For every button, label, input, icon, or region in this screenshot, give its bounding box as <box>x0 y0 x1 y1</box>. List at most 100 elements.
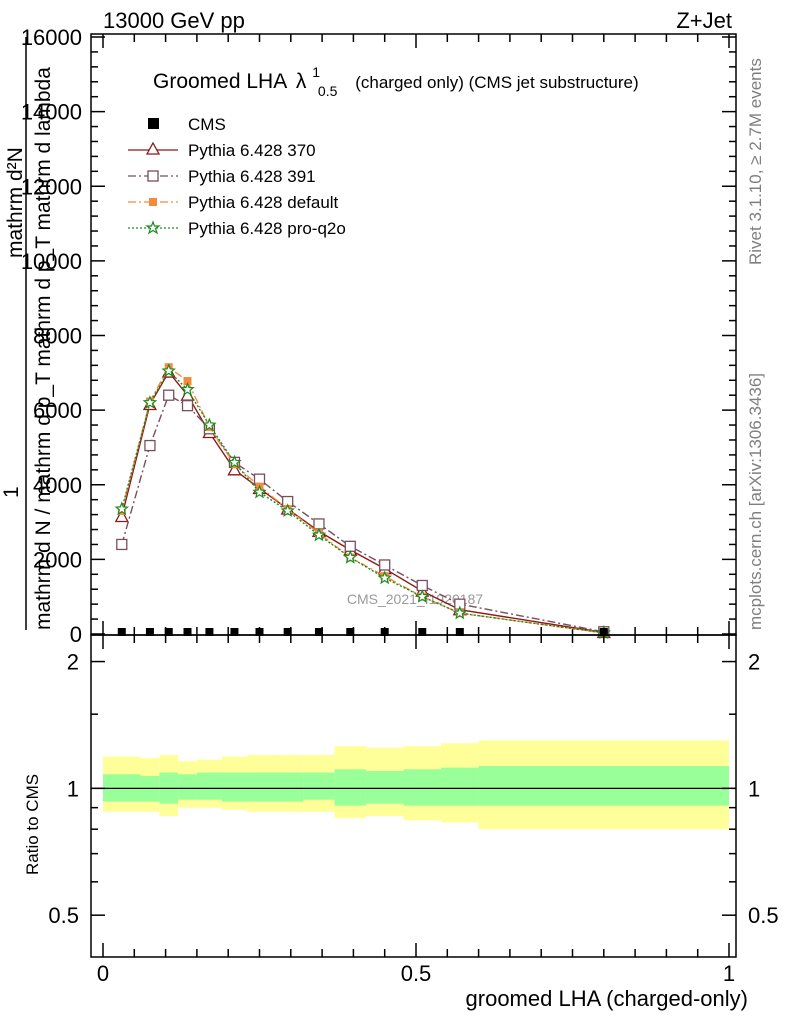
title-sub: 0.5 <box>318 83 338 99</box>
series-point-1 <box>344 540 356 552</box>
legend-marker-cms <box>148 118 159 129</box>
main-ylabel-top: mathrm d²N <box>4 147 27 258</box>
cms-point <box>314 628 323 636</box>
ratio-ytick-label: 0.5 <box>48 903 79 928</box>
series-point-1 <box>116 538 128 551</box>
legend: CMS Pythia 6.428 370 Pythia 6.428 391 Py… <box>128 115 346 238</box>
legend-marker-proq2o <box>145 220 161 235</box>
cms-data-points <box>117 628 608 636</box>
ratio-frame <box>90 634 737 958</box>
plot-title: Groomed LHA λ 1 0.5 (charged only) (CMS … <box>153 59 639 101</box>
series-point-3 <box>202 417 217 432</box>
series-point-2 <box>183 377 192 386</box>
ratio-y-ticks: 0.5 0.5 1 1 2 2 <box>48 650 778 929</box>
ratio-band-inner <box>334 769 366 806</box>
series-point-3 <box>343 549 358 564</box>
ratio-band-inner <box>221 772 247 802</box>
title-sup: 1 <box>312 64 320 80</box>
cms-point <box>283 628 292 636</box>
series-point-1 <box>313 518 325 530</box>
main-ytick-label: 0 <box>70 622 82 647</box>
series-point-1 <box>379 559 391 571</box>
ratio-band-inner <box>246 772 273 802</box>
header-right: Z+Jet <box>676 8 732 33</box>
ratio-band-inner <box>478 766 729 806</box>
cms-point <box>183 628 192 636</box>
ratio-band-inner <box>178 774 197 800</box>
main-ytick-label: 12000 <box>21 174 82 199</box>
series-point-1 <box>144 439 156 452</box>
series-point-3 <box>311 527 327 542</box>
ratio-ylabel: Ratio to CMS <box>23 774 42 875</box>
main-ytick-label: 2000 <box>33 547 82 572</box>
series-point-3 <box>227 454 242 469</box>
cms-point <box>418 628 427 636</box>
main-ytick-label: 14000 <box>21 100 82 125</box>
main-ylabel-bottom-1: 1 <box>0 486 23 498</box>
cms-point <box>255 628 264 636</box>
legend-marker-default <box>149 198 157 206</box>
legend-label-370: Pythia 6.428 370 <box>188 141 316 160</box>
main-panel: Groomed LHA λ 1 0.5 (charged only) (CMS … <box>0 25 737 647</box>
series-point-3 <box>415 589 430 603</box>
cms-point <box>455 628 464 636</box>
title-rest: (charged only) (CMS jet substructure) <box>355 73 638 92</box>
xtick-label: 0 <box>97 961 109 986</box>
mcplots-note: mcplots.cern.ch [arXiv:1306.3436] <box>746 373 765 630</box>
ratio-panel: 0.5 0.51 12 2 0 0.5 1 Ratio to CMS groomed LH… <box>23 634 779 1011</box>
main-ytick-label: 10000 <box>21 249 82 274</box>
legend-label-cms: CMS <box>188 115 226 134</box>
series-point-0 <box>114 509 129 523</box>
series-point-3 <box>452 605 468 620</box>
series-point-3 <box>377 570 392 585</box>
legend-label-default: Pythia 6.428 default <box>188 193 339 212</box>
legend-label-391: Pythia 6.428 391 <box>188 167 316 186</box>
ratio-x-ticks: 0 0.5 1 <box>97 635 735 986</box>
series-point-3 <box>180 381 195 396</box>
xlabel: groomed LHA (charged-only) <box>466 986 748 1011</box>
title-main: Groomed LHA <box>153 70 287 93</box>
ratio-ytick-label: 1 <box>67 776 79 801</box>
ratio-band-inner <box>196 772 222 800</box>
series-point-3 <box>280 503 295 518</box>
main-y-ticks: 0 2000 4000 6000 8000 10000 12000 14000 16000 <box>21 25 736 647</box>
legend-label-proq2o: Pythia 6.428 pro-q2o <box>188 219 346 238</box>
ratio-band-inner <box>441 767 479 806</box>
ratio-ytick-label-right: 1 <box>748 776 760 801</box>
cms-point <box>205 628 214 636</box>
cms-point <box>117 628 126 636</box>
series-point-0 <box>227 462 242 476</box>
header-left: 13000 GeV pp <box>103 8 245 33</box>
series-point-1 <box>181 399 194 412</box>
series-point-1 <box>416 579 428 592</box>
cms-point <box>380 628 389 636</box>
ratio-band-inner <box>403 769 442 806</box>
main-ytick-label: 8000 <box>33 324 82 349</box>
xtick-label: 1 <box>723 961 735 986</box>
rivet-version-note: Rivet 3.1.10, ≥ 2.7M events <box>746 58 765 265</box>
main-ylabel-bottom-2: mathrm d N / mathrm d p_T mathrm d p_T m… <box>32 67 55 630</box>
main-ytick-label: 6000 <box>33 398 82 423</box>
ratio-ytick-label: 2 <box>67 650 79 675</box>
main-series-group <box>114 363 612 640</box>
ratio-ytick-label-right: 2 <box>748 650 760 675</box>
cms-point <box>164 628 173 636</box>
series-line-3 <box>121 369 604 634</box>
series-point-3 <box>252 484 267 499</box>
ratio-band-inner <box>272 772 304 802</box>
xtick-label: 0.5 <box>401 961 432 986</box>
watermark: CMS_2021_I1920187 <box>347 591 483 607</box>
cms-point <box>599 628 608 636</box>
ratio-ytick-label-right: 0.5 <box>748 903 779 928</box>
ratio-band-inner <box>365 770 404 804</box>
series-point-3 <box>114 501 130 516</box>
cms-point <box>230 628 239 636</box>
series-point-3 <box>142 395 158 409</box>
main-ytick-label: 16000 <box>21 25 82 50</box>
legend-marker-391 <box>147 170 159 182</box>
cms-point <box>346 628 355 636</box>
series-point-3 <box>161 363 176 378</box>
legend-marker-370 <box>145 141 161 155</box>
series-point-1 <box>163 389 175 401</box>
